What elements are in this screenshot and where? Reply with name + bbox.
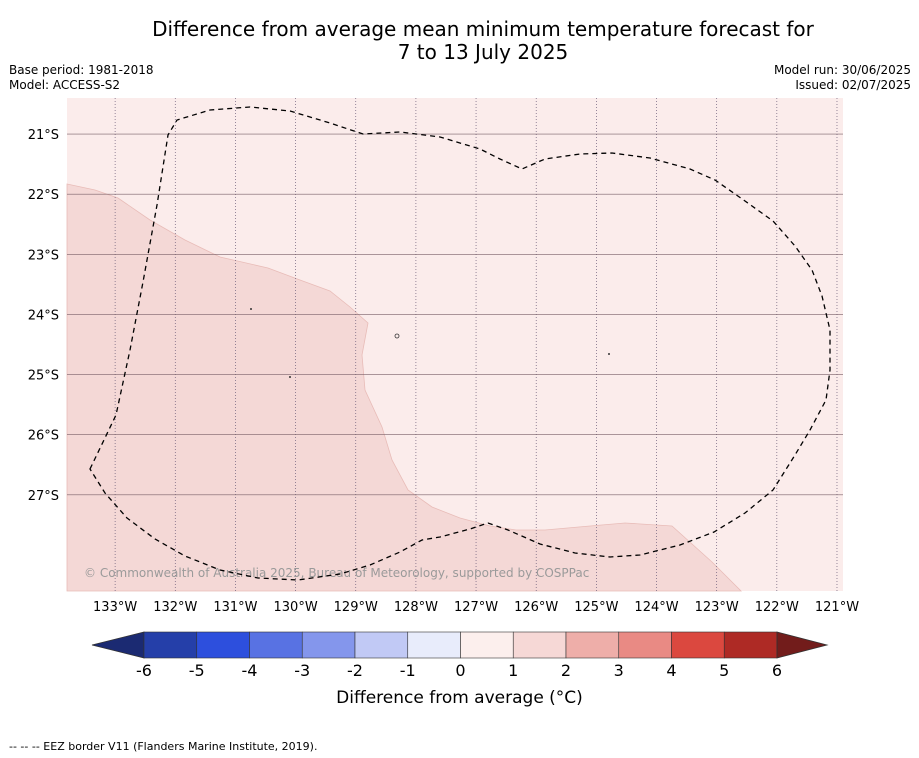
eez-legend-note: -- -- -- EEZ border V11 (Flanders Marine…	[9, 740, 318, 753]
chart-title: Difference from average mean minimum tem…	[0, 18, 919, 64]
latitude-label: 23°S	[28, 248, 59, 263]
island-marker	[250, 308, 252, 310]
longitude-label: 122°W	[755, 600, 799, 615]
model-text: Model: ACCESS-S2	[9, 78, 121, 92]
colorbar-segment	[565, 631, 620, 659]
colorbar-under-arrow	[91, 631, 145, 659]
longitude-label: 129°W	[334, 600, 378, 615]
colorbar-tick-label: -5	[189, 661, 205, 680]
colorbar-tick-label: 6	[772, 661, 782, 680]
colorbar-segment	[618, 631, 672, 659]
longitude-label: 126°W	[514, 600, 558, 615]
latitude-label: 26°S	[28, 429, 59, 444]
colorbar-label: Difference from average (°C)	[336, 688, 583, 708]
island-marker	[394, 333, 400, 339]
title-line-2: 7 to 13 July 2025	[397, 40, 569, 64]
latitude-label: 21°S	[28, 128, 59, 143]
colorbar-segment	[723, 631, 778, 659]
latitude-label: 22°S	[28, 188, 59, 203]
colorbar-tick-label: -4	[242, 661, 258, 680]
copyright-text: © Commonwealth of Australia 2025, Bureau…	[84, 566, 589, 580]
map-area: © Commonwealth of Australia 2025, Bureau…	[66, 98, 843, 592]
longitude-label: 130°W	[274, 600, 318, 615]
colorbar-segment	[143, 631, 198, 659]
colorbar-tick-labels: -6 -5 -4 -3 -2 -1 0 1 2 3 4 5 6	[136, 661, 782, 680]
longitude-label: 127°W	[454, 600, 498, 615]
base-period-text: Base period: 1981-2018	[9, 63, 154, 77]
latitude-tick-labels: 21°S 22°S 23°S 24°S 25°S 26°S 27°S	[28, 128, 59, 504]
model-run-text: Model run: 30/06/2025	[773, 63, 911, 77]
colorbar-segments	[143, 631, 778, 659]
longitude-label: 128°W	[394, 600, 438, 615]
colorbar-segment	[249, 631, 303, 659]
colorbar-tick-label: 4	[666, 661, 676, 680]
colorbar: -6 -5 -4 -3 -2 -1 0 1 2 3 4 5 6	[91, 631, 829, 680]
colorbar-segment	[301, 631, 356, 659]
longitude-label: 123°W	[695, 600, 739, 615]
title-line-1: Difference from average mean minimum tem…	[152, 17, 814, 41]
longitude-label: 121°W	[815, 600, 859, 615]
latitude-label: 24°S	[28, 308, 59, 323]
island-marker	[289, 376, 291, 378]
colorbar-over-arrow	[776, 631, 829, 659]
colorbar-tick-label: -3	[294, 661, 310, 680]
longitude-label: 131°W	[213, 600, 257, 615]
colorbar-tick-label: 5	[719, 661, 729, 680]
colorbar-segment	[460, 631, 514, 659]
colorbar-tick-label: 0	[455, 661, 465, 680]
colorbar-tick-label: -2	[347, 661, 363, 680]
colorbar-segment	[407, 631, 461, 659]
latitude-label: 27°S	[28, 489, 59, 504]
colorbar-segment	[671, 631, 725, 659]
graticule	[67, 98, 843, 591]
forecast-info-left: Base period: 1981-2018 Model: ACCESS-S2	[9, 63, 154, 93]
island-marker	[608, 353, 610, 355]
warmer-anomaly-region	[66, 183, 742, 592]
colorbar-tick-label: -1	[400, 661, 416, 680]
colorbar-segment	[354, 631, 409, 659]
issued-text: Issued: 02/07/2025	[795, 78, 911, 92]
colorbar-tick-label: 1	[508, 661, 518, 680]
forecast-info-right: Model run: 30/06/2025 Issued: 02/07/2025	[774, 63, 911, 93]
longitude-label: 132°W	[153, 600, 197, 615]
colorbar-segment	[196, 631, 250, 659]
latitude-label: 25°S	[28, 369, 59, 384]
longitude-tick-labels: 133°W 132°W 131°W 130°W 129°W 128°W 127°W 126°W…	[93, 600, 859, 615]
longitude-label: 124°W	[634, 600, 678, 615]
colorbar-tick-label: -6	[136, 661, 152, 680]
longitude-label: 133°W	[93, 600, 137, 615]
colorbar-segment	[512, 631, 567, 659]
eez-border	[89, 106, 831, 581]
colorbar-tick-label: 3	[614, 661, 624, 680]
colorbar-tick-label: 2	[561, 661, 571, 680]
longitude-label: 125°W	[574, 600, 618, 615]
island-markers	[250, 308, 610, 378]
